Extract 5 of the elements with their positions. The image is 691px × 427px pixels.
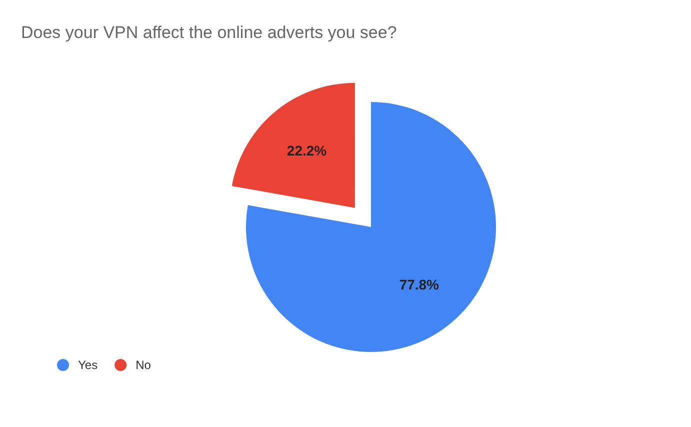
legend-label: Yes bbox=[78, 358, 98, 372]
chart-title: Does your VPN affect the online adverts you see? bbox=[21, 23, 397, 42]
data-label: 22.2% bbox=[286, 142, 328, 158]
data-label: 77.8% bbox=[399, 276, 440, 292]
legend-label: No bbox=[136, 358, 152, 372]
